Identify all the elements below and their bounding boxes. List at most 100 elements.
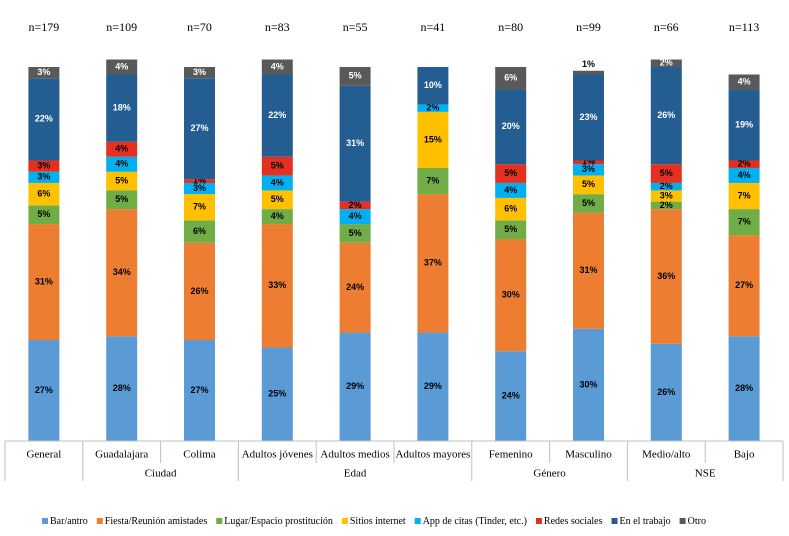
value-label: 5% — [582, 198, 595, 208]
bar-segment — [417, 194, 449, 333]
value-label: 4% — [271, 211, 284, 221]
bar-segment — [184, 340, 215, 441]
value-label: 2% — [426, 103, 439, 113]
bar-segment — [28, 224, 60, 341]
value-label: 5% — [271, 194, 284, 204]
value-label: 33% — [268, 280, 286, 290]
bar-segment — [573, 164, 604, 176]
bar-segment — [106, 59, 138, 75]
value-label: 4% — [271, 177, 284, 187]
bar-segment — [728, 209, 760, 236]
bar-segment — [339, 224, 371, 243]
value-label: 5% — [504, 168, 517, 178]
legend-swatch — [216, 518, 223, 524]
bar-segment — [728, 167, 760, 183]
bar-segment — [728, 182, 760, 210]
bar-segment — [650, 182, 682, 191]
value-label: 28% — [113, 383, 131, 393]
value-label: 5% — [115, 175, 128, 185]
bar-segment — [28, 160, 60, 172]
value-label: 5% — [115, 194, 128, 204]
value-label: 5% — [37, 209, 50, 219]
value-label: 5% — [349, 71, 362, 81]
x-tick-label: Colima — [183, 449, 216, 461]
value-label: 5% — [504, 224, 517, 234]
bar-segment — [106, 190, 138, 210]
value-label: 31% — [346, 138, 364, 148]
value-label: 6% — [504, 73, 517, 83]
bar-segment — [28, 182, 60, 206]
bar-segment — [417, 104, 449, 112]
value-label: 4% — [738, 76, 751, 86]
value-label: 10% — [424, 80, 442, 90]
value-label: 6% — [193, 226, 206, 236]
bar-segment — [495, 351, 527, 441]
bar-segment — [184, 194, 215, 221]
bar-segment — [728, 235, 760, 337]
n-label: n=179 — [29, 20, 60, 34]
bar-segment — [495, 197, 527, 221]
x-tick-label: General — [26, 449, 61, 461]
value-label: 22% — [35, 114, 53, 124]
bar-segment — [339, 85, 371, 202]
value-label: 4% — [271, 61, 284, 71]
bar-segment — [728, 160, 760, 168]
value-label: 3% — [193, 183, 206, 193]
value-label: 4% — [349, 211, 362, 221]
legend-swatch — [414, 518, 421, 524]
legend-swatch — [96, 518, 103, 524]
bar-segment — [28, 205, 60, 225]
value-label: 7% — [426, 175, 439, 185]
value-label: 24% — [502, 390, 520, 400]
legend-label: Fiesta/Reunión amistades — [105, 516, 208, 527]
value-label: 3% — [37, 160, 50, 170]
bar-segment — [106, 74, 138, 142]
bar-segment — [495, 164, 527, 183]
bar-segment — [417, 111, 449, 168]
legend-swatch — [535, 518, 542, 524]
bar-segment — [339, 67, 371, 86]
n-label: n=99 — [576, 20, 601, 34]
value-label: 1% — [193, 175, 206, 185]
n-label: n=55 — [343, 20, 368, 34]
value-label: 2% — [738, 159, 751, 169]
bar-segment — [28, 171, 60, 183]
x-tick-label: Bajo — [734, 449, 755, 461]
x-tick-label: Masculino — [565, 449, 612, 461]
value-label: 7% — [738, 190, 751, 200]
group-label: Género — [533, 468, 566, 480]
bar-segment — [650, 164, 682, 183]
value-label: 3% — [37, 172, 50, 182]
bar-segment — [495, 182, 527, 198]
group-label: Edad — [344, 468, 367, 480]
value-label: 30% — [579, 379, 597, 389]
bar-segment — [339, 209, 371, 225]
value-label: 29% — [424, 381, 442, 391]
value-label: 27% — [190, 123, 208, 133]
value-label: 18% — [113, 103, 131, 113]
legend-swatch — [341, 518, 348, 524]
value-label: 26% — [657, 387, 675, 397]
bar-segment — [184, 220, 215, 243]
bar-segment — [261, 175, 293, 191]
bar-segment — [495, 67, 527, 90]
value-label: 28% — [735, 383, 753, 393]
bar-segment — [728, 74, 760, 90]
value-label: 5% — [349, 228, 362, 238]
legend-label: Lugar/Espacio prostitución — [224, 516, 333, 527]
legend-label: Otro — [688, 516, 706, 527]
bar-segment — [106, 141, 138, 157]
x-tick-label: Femenino — [489, 449, 533, 461]
value-label: 26% — [657, 110, 675, 120]
x-tick-label: Adultos jóvenes — [242, 449, 313, 461]
value-label: 30% — [502, 290, 520, 300]
bar-segment — [573, 175, 604, 195]
bar-segment — [495, 220, 527, 240]
value-label: 27% — [735, 280, 753, 290]
value-label: 4% — [115, 144, 128, 154]
legend-swatch — [611, 518, 618, 524]
value-label: 3% — [582, 164, 595, 174]
bar-segment — [650, 190, 682, 202]
